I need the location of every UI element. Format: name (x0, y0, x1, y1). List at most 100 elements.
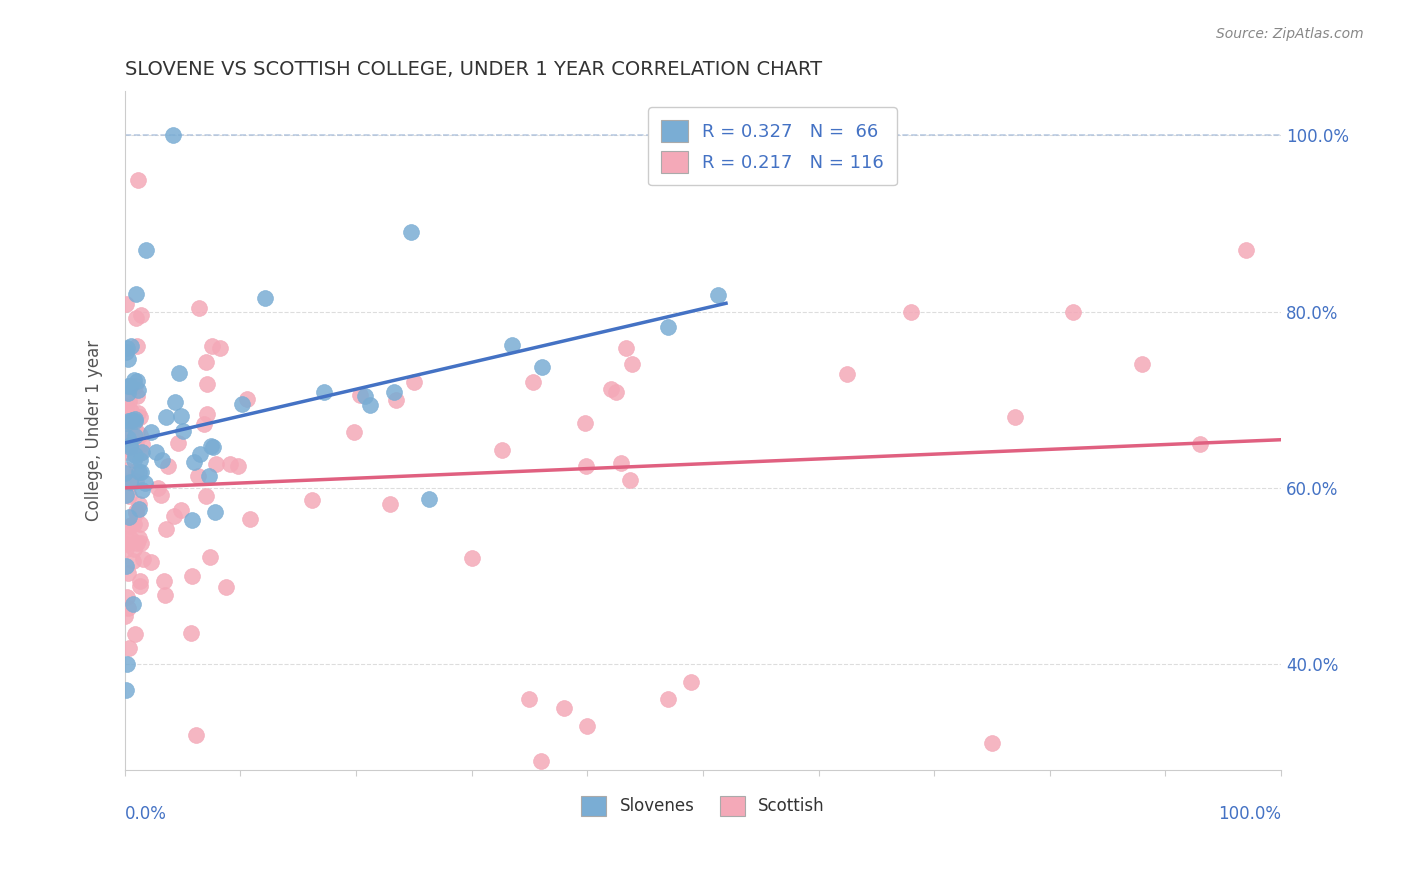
Point (167, 436, 190, 450)
Point (117, 566, 139, 580)
Point (129, 465, 152, 479)
Text: Source: ZipAtlas.com: Source: ZipAtlas.com (1216, 27, 1364, 41)
Point (121, 413, 143, 427)
Point (170, 409, 193, 423)
Point (231, 396, 253, 410)
Point (117, 386, 139, 401)
Point (183, 455, 205, 469)
Point (129, 446, 152, 460)
Point (118, 489, 141, 503)
Point (128, 465, 150, 479)
Point (117, 601, 139, 615)
Point (115, 416, 138, 430)
Point (122, 419, 145, 434)
Point (519, 692, 541, 706)
Point (118, 475, 141, 490)
Point (115, 541, 138, 556)
Point (209, 341, 232, 355)
Point (681, 674, 703, 689)
Point (114, 297, 136, 311)
Point (114, 559, 136, 574)
Point (201, 440, 224, 454)
Point (900, 304, 922, 318)
Point (115, 445, 138, 459)
Point (128, 452, 150, 467)
Point (380, 497, 402, 511)
Point (204, 458, 226, 472)
Point (124, 448, 146, 462)
Point (127, 374, 149, 388)
Point (124, 627, 146, 641)
Point (574, 416, 596, 430)
Point (141, 425, 163, 440)
Point (239, 512, 262, 526)
Point (127, 339, 149, 353)
Point (131, 551, 153, 566)
Point (1004, 410, 1026, 425)
Point (118, 393, 141, 408)
Point (163, 508, 186, 523)
Point (128, 531, 150, 545)
Point (120, 440, 142, 454)
Point (187, 469, 209, 483)
Point (125, 438, 148, 452)
Point (131, 444, 153, 458)
Point (165, 394, 187, 409)
Point (131, 483, 153, 497)
Point (385, 393, 408, 408)
Point (125, 504, 148, 518)
Point (129, 536, 152, 550)
Point (181, 513, 204, 527)
Point (120, 339, 142, 353)
Point (599, 382, 621, 396)
Point (124, 429, 146, 443)
Point (359, 398, 381, 412)
Point (117, 474, 139, 488)
Point (980, 736, 1002, 750)
Point (155, 523, 177, 537)
Point (114, 537, 136, 551)
Point (118, 434, 141, 449)
Point (150, 453, 173, 467)
Point (115, 683, 138, 698)
Point (135, 243, 157, 257)
Point (131, 437, 153, 451)
Point (1062, 304, 1084, 318)
Point (553, 701, 575, 715)
Point (129, 516, 152, 531)
Point (460, 551, 482, 566)
Point (115, 463, 138, 477)
Point (128, 498, 150, 512)
Point (620, 358, 643, 372)
Point (1130, 358, 1153, 372)
Point (301, 492, 323, 507)
Point (122, 516, 145, 531)
Point (120, 476, 142, 491)
Point (418, 491, 440, 506)
Point (114, 608, 136, 623)
Point (125, 425, 148, 439)
Point (522, 375, 544, 389)
Point (195, 489, 218, 503)
Point (619, 474, 641, 488)
Point (125, 287, 148, 301)
Text: 100.0%: 100.0% (1218, 805, 1281, 823)
Point (117, 352, 139, 367)
Point (575, 458, 598, 473)
Point (157, 458, 180, 473)
Point (117, 590, 139, 604)
Point (117, 431, 139, 445)
Point (124, 379, 146, 393)
Point (120, 517, 142, 532)
Point (125, 464, 148, 478)
Point (128, 502, 150, 516)
Point (343, 425, 366, 440)
Point (530, 754, 553, 768)
Point (115, 532, 138, 546)
Point (193, 417, 215, 431)
Point (155, 588, 177, 602)
Point (382, 385, 405, 400)
Point (616, 341, 638, 355)
Point (153, 574, 176, 588)
Point (184, 727, 207, 741)
